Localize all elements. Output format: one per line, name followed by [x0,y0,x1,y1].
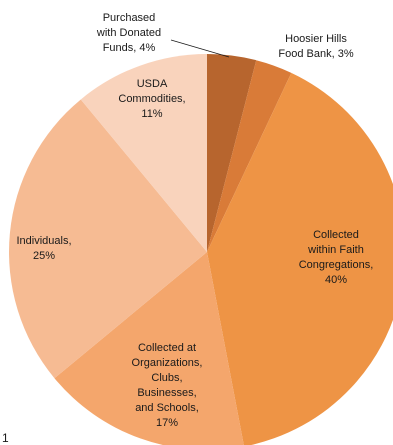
pie-label-line: Funds, 4% [103,42,156,54]
pie-label-5: USDA Commodities, 11% [118,78,185,120]
pie-label-line: Congregations, [299,259,374,271]
pie-slice-0 [207,54,257,252]
pie-label-line: USDA [137,78,168,90]
pie-label-line: 17% [156,417,178,429]
pie-label-line: Individuals, [16,235,71,247]
pie-slice-1 [207,60,292,252]
pie-labels: Purchased with Donated Funds, 4% Hoosier Hi… [16,12,373,429]
pie-label-line: 40% [325,274,347,286]
pie-label-line: within Faith [307,244,364,256]
pie-label-2: Collected within Faith Congregations, 40% [299,229,374,286]
leader-line-purchased [170,39,230,58]
pie-label-line: Food Bank, 3% [278,48,353,60]
pie-label-4: Individuals, 25% [16,235,71,262]
pie-label-3: Collected at Organizations, Clubs, Business… [132,342,203,429]
pie-label-line: with Donated [96,27,161,39]
pie-slice-4 [8,99,207,379]
pie-label-line: Businesses, [137,387,196,399]
pie-label-line: 11% [141,108,162,120]
pie-label-line: 25% [33,250,55,262]
pie-slice-2 [207,72,393,445]
pie-label-line: Purchased [103,12,156,24]
pie-label-line: Commodities, [118,93,185,105]
pie-label-1: Hoosier Hills Food Bank, 3% [278,33,353,60]
pie-label-line: Collected [313,229,359,241]
pie-slices [8,54,393,445]
footnote-marker: 1 [2,431,9,445]
pie-label-line: Collected at [138,342,196,354]
pie-slice-3 [54,252,244,445]
pie-label-line: Hoosier Hills [285,33,347,45]
pie-label-line: Clubs, [151,372,182,384]
pie-slice-5 [80,54,207,252]
pie-label-0: Purchased with Donated Funds, 4% [96,12,161,54]
pie-label-line: and Schools, [135,402,199,414]
pie-label-line: Organizations, [132,357,203,369]
